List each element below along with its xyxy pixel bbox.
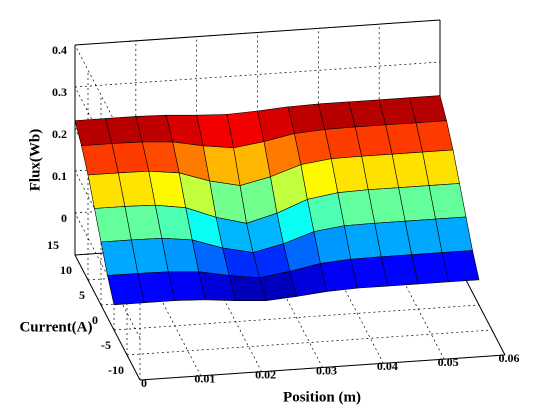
grid-line [257, 242, 323, 368]
grid-line [113, 304, 480, 331]
surface-patch [441, 250, 480, 283]
surface-patch [415, 120, 454, 153]
x-tick-label: 0.01 [194, 372, 215, 386]
x-axis-title: Position (m) [283, 389, 361, 405]
z-tick-label: 0.2 [52, 127, 67, 141]
grid-line [439, 229, 506, 356]
y-tick-label: 5 [79, 288, 85, 302]
x-tick-label: 0.06 [499, 351, 520, 365]
grid-line [74, 19, 441, 46]
z-tick-label: 0.4 [52, 43, 67, 57]
x-tick-label: 0.05 [438, 355, 459, 369]
grid-line [318, 238, 384, 364]
grid-line [74, 61, 441, 88]
z-tick-label: 0 [61, 211, 67, 225]
grid-line [126, 329, 493, 356]
grid-line [135, 250, 202, 376]
y-tick-label: -5 [101, 338, 111, 352]
surface-patch [435, 216, 473, 253]
y-tick-label: -10 [108, 363, 124, 377]
z-tick-label: 0.3 [52, 85, 67, 99]
x-tick-label: 0.04 [377, 359, 398, 373]
x-tick-label: 0.03 [316, 363, 337, 377]
y-tick-label: 10 [60, 263, 72, 277]
z-tick-label: 0.1 [52, 169, 67, 183]
surface-patch [422, 149, 460, 186]
y-tick-label: 0 [92, 313, 98, 327]
z-axis-title: Flux(Wb) [27, 129, 43, 192]
grid-line [139, 354, 506, 381]
grid-line [74, 254, 141, 381]
surface [74, 95, 480, 306]
grid-line [74, 44, 141, 171]
x-tick-label: 0 [141, 376, 147, 390]
labels: 0 0.01 0.02 0.03 0.04 0.05 0.06-10-505101500.1… [47, 43, 520, 390]
y-tick-label: 15 [47, 238, 59, 252]
surface-patch [409, 95, 447, 124]
y-axis-title: Current(A) [19, 319, 92, 335]
x-tick-label: 0.02 [255, 367, 276, 381]
grid-line [378, 234, 445, 360]
grid-line [196, 246, 262, 372]
surface-patch [428, 183, 467, 220]
